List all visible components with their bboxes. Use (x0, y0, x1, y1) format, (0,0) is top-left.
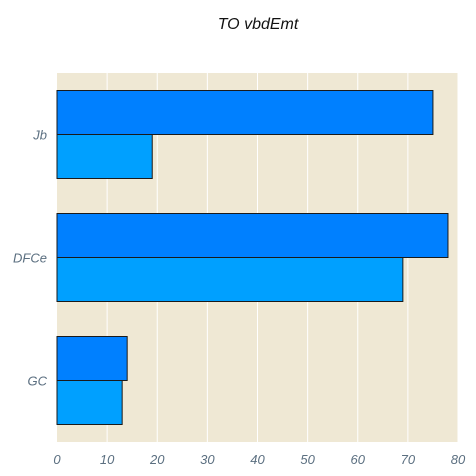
x-axis-ticks: 0 10 20 30 40 50 60 70 80 (53, 452, 466, 467)
y-tick-label-GC: GC (28, 374, 48, 389)
bar-GC-series-2 (56, 380, 123, 425)
bar-DFCe-series-2 (56, 257, 404, 302)
x-tick-label-60: 60 (351, 452, 366, 467)
chart-title: TO vbdEmt (217, 16, 299, 33)
bar-GC-series-1 (56, 336, 128, 381)
bar-Jb-series-1 (56, 90, 434, 135)
x-tick-label-40: 40 (250, 452, 265, 467)
y-tick-label-Jb: Jb (32, 128, 47, 143)
x-tick-label-20: 20 (149, 452, 165, 467)
x-tick-label-80: 80 (451, 452, 466, 467)
y-axis-ticks: Jb DFCe GC (13, 128, 48, 389)
x-tick-label-0: 0 (53, 452, 61, 467)
y-tick-label-DFCe: DFCe (13, 251, 47, 266)
bar-Jb-series-2 (56, 134, 153, 179)
x-tick-label-50: 50 (300, 452, 315, 467)
bars (56, 90, 449, 425)
bar-DFCe-series-1 (56, 213, 449, 258)
x-tick-label-30: 30 (200, 452, 215, 467)
x-tick-label-70: 70 (401, 452, 416, 467)
x-tick-label-10: 10 (100, 452, 115, 467)
